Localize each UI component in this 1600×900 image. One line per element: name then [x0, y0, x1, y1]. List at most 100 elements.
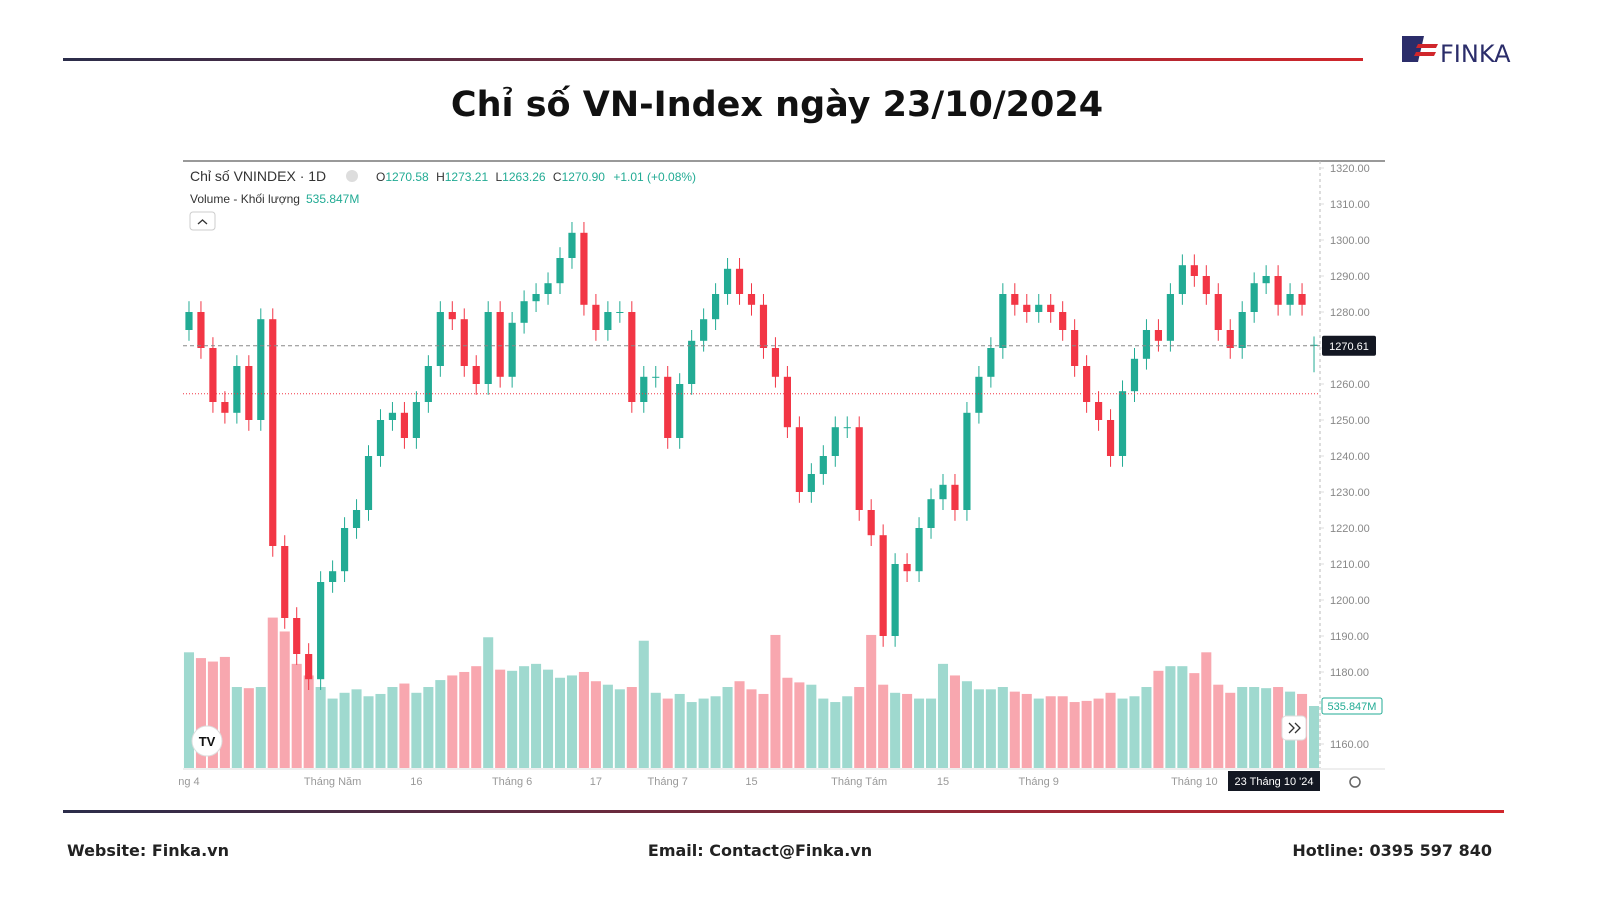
- ohlc-value: 1270.58: [385, 170, 429, 184]
- candle-body: [951, 484, 959, 510]
- volume-bar: [985, 689, 996, 768]
- volume-bar: [961, 681, 972, 768]
- volume-bar: [1165, 666, 1176, 768]
- candle-body: [1262, 276, 1270, 284]
- candle-body: [496, 312, 504, 377]
- candle-body: [1286, 294, 1294, 305]
- candle-body: [987, 348, 995, 377]
- volume-bar: [662, 698, 673, 768]
- volume-bar: [1081, 700, 1092, 768]
- volume-bar: [1308, 706, 1320, 768]
- volume-bar: [1201, 652, 1212, 768]
- volume-bar: [231, 687, 242, 768]
- volume-bar: [1009, 691, 1020, 768]
- candle-body: [1226, 330, 1234, 348]
- volume-bar: [794, 682, 805, 768]
- volume-bar: [578, 671, 589, 768]
- candle-body: [388, 412, 397, 420]
- volume-bar: [207, 661, 218, 768]
- volume-bar: [554, 677, 566, 768]
- volume-bar: [1093, 698, 1104, 768]
- candle-body: [424, 366, 432, 402]
- x-tick-label: Tháng 9: [1019, 776, 1059, 788]
- volume-bar: [842, 696, 853, 768]
- ohlc-value: 1263.26: [502, 170, 546, 184]
- volume-label-box: [1321, 697, 1383, 715]
- candle-body: [1274, 276, 1282, 305]
- volume-bar: [937, 663, 949, 768]
- footer-email: Email: Contact@Finka.vn: [648, 841, 872, 860]
- candle-body: [556, 258, 564, 284]
- volume-bar: [531, 663, 542, 768]
- volume-bar: [925, 698, 937, 768]
- candle-body: [664, 376, 672, 438]
- volume-bar: [183, 652, 195, 768]
- volume-bar: [1033, 698, 1044, 768]
- volume-bar: [602, 684, 613, 768]
- volume-bar: [543, 669, 554, 768]
- ohlc-key: L: [495, 170, 502, 184]
- volume-bar: [626, 687, 637, 768]
- candle-body: [245, 366, 253, 420]
- volume-bar: [303, 675, 314, 768]
- ohlc-key: H: [436, 170, 445, 184]
- volume-bar: [267, 617, 278, 768]
- candle-body: [197, 312, 205, 348]
- candle-body: [1035, 304, 1043, 312]
- x-tick-label: 16: [410, 776, 422, 788]
- volume-bar: [1189, 673, 1200, 768]
- volume-bar: [1177, 666, 1188, 768]
- volume-bar: [782, 677, 793, 768]
- y-tick-label: 1290.00: [1330, 271, 1370, 283]
- collapse-button[interactable]: [189, 211, 216, 231]
- volume-bar: [890, 692, 901, 768]
- candle-body: [460, 319, 468, 366]
- candle-body: [927, 499, 935, 528]
- y-tick-label: 1210.00: [1330, 559, 1370, 571]
- volume-bar: [818, 698, 829, 768]
- candle-body: [269, 319, 277, 546]
- volume-bar: [1225, 692, 1236, 768]
- candle-body: [221, 402, 229, 413]
- y-tick-label: 1280.00: [1330, 307, 1370, 319]
- candle-body: [329, 571, 337, 582]
- volume-bar: [1057, 696, 1068, 768]
- candle-body: [1202, 276, 1210, 294]
- y-tick-label: 1240.00: [1330, 451, 1370, 463]
- volume-bar: [770, 634, 781, 768]
- volume-bar: [411, 692, 422, 768]
- candle-body: [1310, 344, 1318, 346]
- volume-bar: [734, 681, 745, 768]
- footer-website: Website: Finka.vn: [67, 841, 229, 860]
- candle-body: [1130, 358, 1139, 392]
- candle-body: [580, 232, 588, 305]
- y-tick-label: 1220.00: [1330, 523, 1370, 535]
- volume-bar: [1249, 687, 1260, 768]
- volume-bar: [363, 696, 374, 768]
- settings-icon[interactable]: [1349, 776, 1361, 788]
- y-tick-label: 1310.00: [1330, 199, 1370, 211]
- price-label: 1270.61: [1329, 341, 1369, 353]
- volume-label: 535.847M: [1328, 701, 1377, 713]
- volume-bar: [997, 687, 1008, 768]
- footer-hotline: Hotline: 0395 597 840: [1292, 841, 1492, 860]
- x-tick-label: Tháng Năm: [304, 776, 361, 788]
- logo: FINKA: [1402, 36, 1511, 68]
- y-tick-label: 1190.00: [1330, 631, 1369, 643]
- volume-bar: [830, 702, 841, 768]
- volume-bar: [423, 687, 434, 768]
- volume-bar: [806, 684, 817, 768]
- x-tick-label: 15: [937, 776, 949, 788]
- volume-bar: [866, 634, 877, 768]
- candle-body: [1094, 402, 1103, 420]
- volume-bar: [686, 702, 697, 768]
- volume-bar: [291, 663, 302, 768]
- candle-body: [807, 474, 815, 492]
- candle-body: [855, 427, 863, 510]
- candle-body: [1106, 420, 1115, 456]
- volume-bar: [614, 689, 625, 768]
- candle-body: [1059, 312, 1067, 330]
- volume-legend: Volume - Khối lượng 535.847M: [190, 192, 359, 206]
- volume-bar: [1045, 696, 1056, 768]
